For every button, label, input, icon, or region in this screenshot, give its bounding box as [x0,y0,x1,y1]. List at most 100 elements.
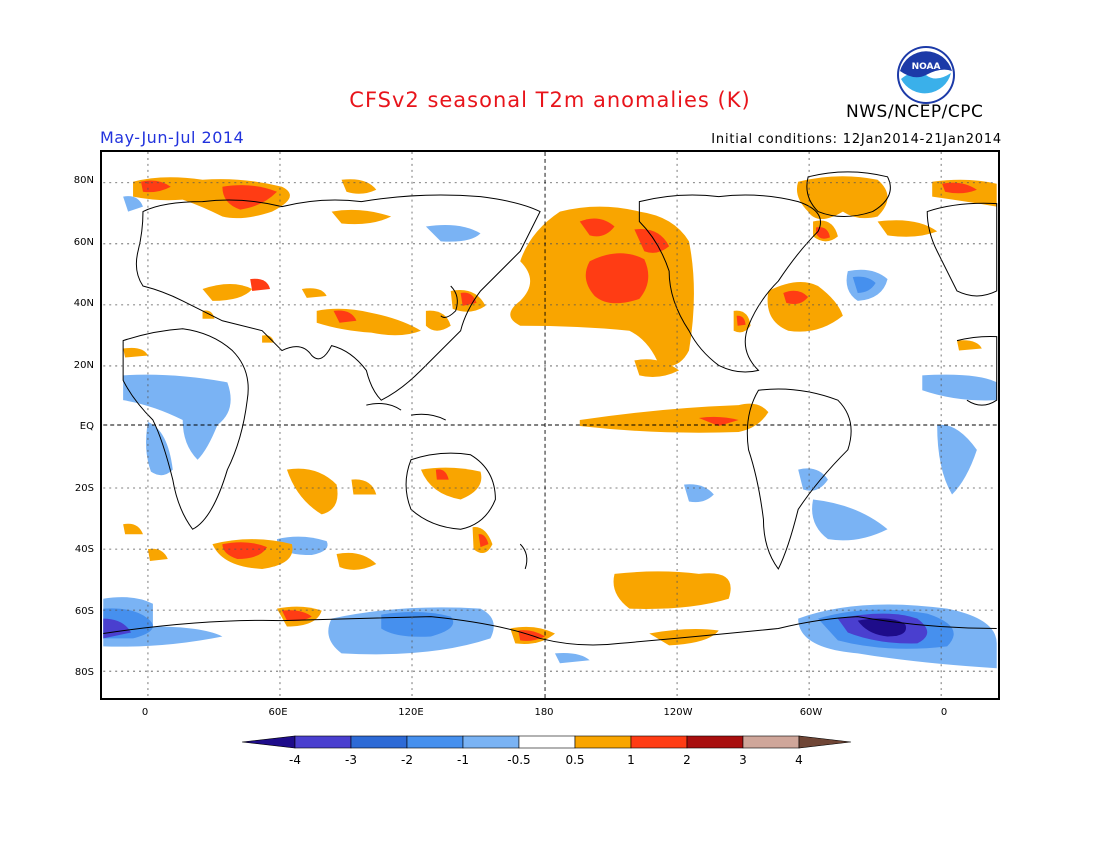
anomaly-region [957,340,982,351]
season-label: May-Jun-Jul 2014 [100,128,245,147]
anomaly-region [613,571,731,609]
anomaly-region [103,618,132,639]
anomaly-region [222,542,268,560]
colorbar-segment [574,735,632,749]
anomaly-region [922,374,997,401]
colorbar-label: -1 [457,753,469,767]
anomaly-region [202,284,253,301]
lon-label: 120W [663,707,693,718]
anomaly-region [420,467,482,500]
anomaly-region [140,180,171,193]
anomaly-region [425,224,481,242]
anomaly-region [857,618,907,637]
lat-label: 40N [73,298,94,309]
colorbar-segment [630,735,688,749]
coastline-australia [405,452,496,530]
lat-label: 20N [73,359,94,371]
colorbar-label: 4 [795,753,803,767]
anomaly-region [222,185,277,210]
anomaly-region [262,335,275,343]
anomaly-region [783,290,809,305]
colorbar-label: 2 [683,753,691,767]
anomaly-region [554,652,590,664]
anomaly-region [942,182,977,194]
map-canvas [103,152,998,698]
colorbar-segment [686,735,744,749]
coastline-indonesia [366,403,446,421]
coastline-greenland [806,171,891,218]
lat-label: 40S [74,544,94,555]
anomaly-region [698,416,739,426]
anomaly-region [585,253,649,304]
colorbar-arrow-left [241,735,296,749]
lat-label: 20S [74,482,94,494]
logo-text: NOAA [912,62,941,72]
colorbar-label: -3 [345,753,357,767]
anomaly-region [331,209,392,225]
lat-label: EQ [79,421,94,432]
anomaly-region [123,523,143,535]
anomaly-region [736,315,746,326]
noaa-logo: NOAA [897,46,955,104]
anomaly-region [798,468,828,491]
anomaly-region [286,468,338,515]
initial-conditions-label: Initial conditions: 12Jan2014-21Jan2014 [711,132,1002,147]
anomaly-region [937,424,977,495]
anomaly-region [123,347,148,358]
coastline-africa-east [956,335,998,406]
anomaly-map [100,150,1000,700]
colorbar-label: -0.5 [507,753,531,767]
anomaly-region [812,499,888,541]
anomaly-region [123,374,231,460]
anomaly-region [281,610,312,622]
anomaly-fill-layer [103,176,997,669]
anomaly-region [816,227,830,239]
anomaly-region [146,422,173,476]
lon-label: 180 [534,707,554,718]
coastline-africa [122,328,249,530]
colorbar-segment [294,735,352,749]
anomaly-region [634,359,680,378]
colorbar-segment [518,735,576,749]
anomaly-region [381,612,454,637]
anomaly-region [341,179,377,194]
coastline-south-america [746,388,852,570]
coastline-europe-east [926,202,998,297]
colorbar-label: 3 [739,753,747,767]
anomaly-region [767,282,843,332]
coastline-layer [103,171,998,646]
anomaly-region [336,552,377,570]
colorbar-label: 0.5 [565,753,585,767]
anomaly-region [579,403,769,433]
lat-label: 60N [73,236,94,248]
anomaly-region [333,310,357,323]
colorbar-label: -4 [289,753,301,767]
anomaly-region [147,548,168,562]
lat-label: 80S [74,667,94,678]
colorbar-arrow-right [798,735,852,749]
anomaly-region [435,469,449,480]
colorbar [241,735,852,749]
anomaly-region [316,308,421,336]
anomaly-region [684,484,714,503]
agency-label: NWS/NCEP/CPC [846,102,984,122]
chart-title: CFSv2 seasonal T2m anomalies (K) [349,88,751,112]
lon-label: 60E [268,707,288,718]
lat-label: 60S [74,605,94,617]
anomaly-region [301,288,327,298]
coastline-new-zealand [519,543,528,570]
anomaly-region [250,278,271,291]
lon-label: 60W [799,707,823,718]
colorbar-segment [462,735,520,749]
anomaly-region [478,534,489,548]
anomaly-region [123,196,143,212]
lat-label: 80N [73,175,94,186]
coastline-antarctica [103,616,997,646]
coastline-japan [440,285,458,318]
anomaly-region [852,276,876,293]
anomaly-region [796,176,888,220]
colorbar-segment [742,735,800,749]
colorbar-label: -2 [401,753,413,767]
anomaly-region [634,229,670,253]
anomaly-region [579,218,615,237]
